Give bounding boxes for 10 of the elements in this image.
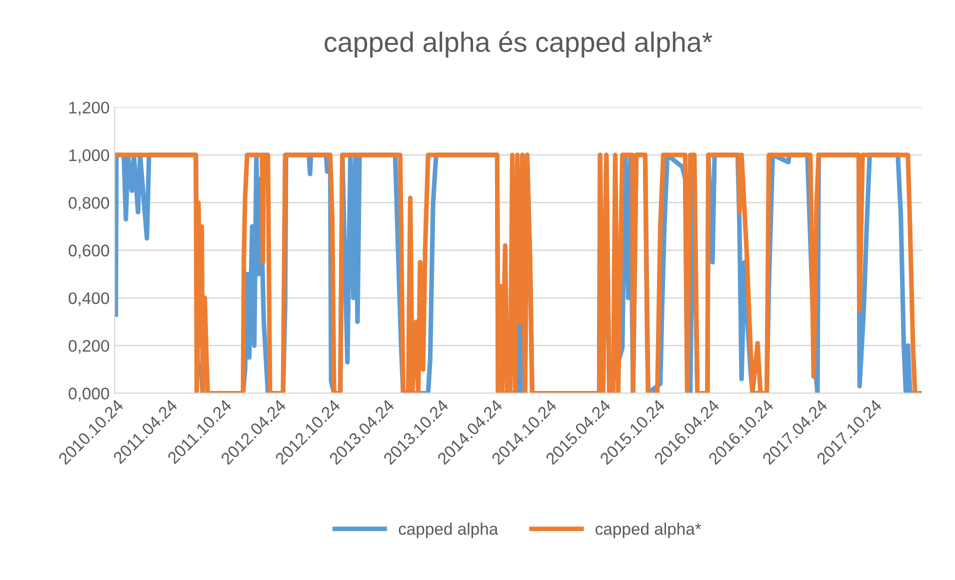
y-tick-label: 0,400 — [68, 292, 110, 306]
y-tick-label: 0,800 — [68, 197, 110, 211]
y-tick-label: 1,200 — [69, 102, 110, 116]
legend-label: capped alpha — [398, 522, 498, 538]
y-tick-label: 0,200 — [68, 340, 110, 354]
y-tick-label: 1,000 — [69, 149, 110, 164]
y-tick-label: 0,600 — [68, 244, 110, 258]
legend-label: capped alpha* — [596, 522, 702, 538]
chart-title: capped alpha és capped alpha* — [324, 31, 712, 58]
y-tick-label: 0,000 — [68, 388, 110, 402]
